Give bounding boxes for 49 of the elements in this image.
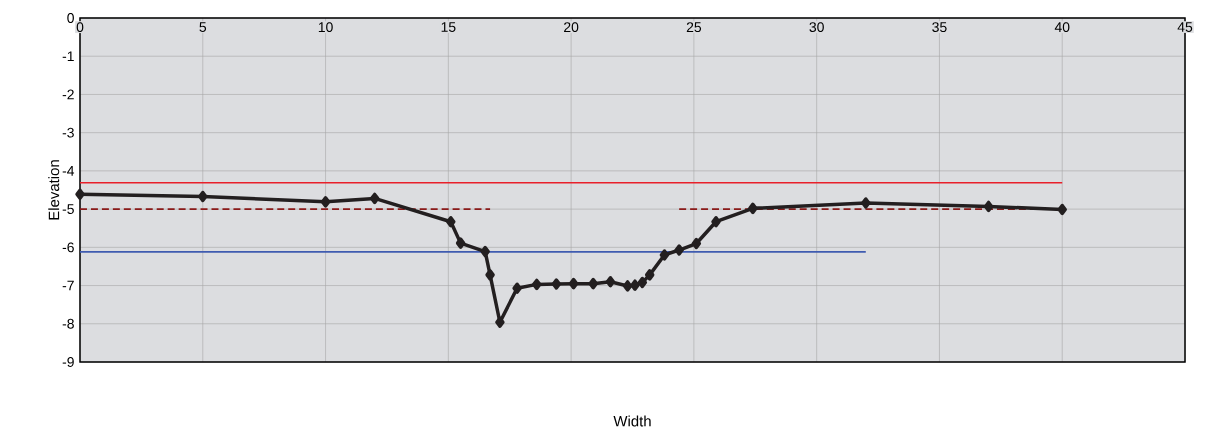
x-axis-title: Width	[613, 415, 651, 427]
y-tick-label: -6	[62, 242, 74, 253]
point	[622, 280, 633, 292]
y-tick-label: -3	[62, 127, 74, 138]
y-tick-label: -8	[62, 318, 74, 329]
x-tick-label: 15	[441, 22, 456, 32]
point	[659, 249, 670, 261]
point	[320, 196, 331, 208]
y-tick-label: 0	[67, 13, 74, 23]
x-tick-label: 5	[199, 22, 207, 32]
x-tick-label: 30	[809, 22, 824, 33]
point	[1057, 203, 1067, 216]
point	[748, 202, 758, 215]
point	[588, 277, 598, 290]
point	[551, 278, 562, 290]
point	[480, 245, 490, 258]
y-tick-label: -4	[62, 166, 75, 176]
point	[532, 278, 542, 291]
x-tick-label: 10	[318, 22, 333, 33]
point	[711, 215, 721, 228]
point	[495, 316, 505, 328]
point	[605, 276, 616, 288]
y-tick-label: -7	[62, 280, 74, 291]
y-tick-label: -9	[62, 357, 74, 367]
point	[674, 244, 684, 256]
x-tick-label: 40	[1054, 22, 1070, 33]
y-tick-label: -1	[62, 51, 74, 62]
point	[512, 282, 522, 294]
point	[861, 197, 871, 209]
point	[637, 276, 648, 289]
x-tick-label: 25	[686, 22, 702, 33]
point	[568, 277, 579, 290]
point	[485, 269, 495, 281]
point	[983, 200, 994, 213]
point	[198, 190, 208, 203]
point	[455, 237, 466, 249]
y-tick-label: -2	[62, 89, 74, 100]
point	[446, 215, 456, 228]
x-tick-label: 45	[1177, 22, 1193, 32]
x-tick-label: 35	[932, 22, 947, 33]
point	[691, 237, 702, 250]
y-tick-label: -5	[62, 204, 74, 214]
point	[75, 188, 85, 200]
x-tick-label: 20	[564, 22, 579, 33]
point	[644, 269, 655, 281]
y-axis-title: Elevation	[48, 160, 60, 220]
point	[630, 279, 640, 291]
point	[369, 192, 380, 205]
x-tick-label: 0	[76, 22, 84, 33]
